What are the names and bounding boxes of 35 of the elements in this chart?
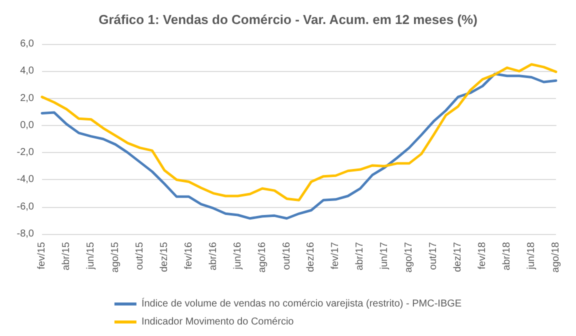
x-tick-label: fev/16 (183, 242, 194, 270)
x-tick-label: dez/17 (452, 242, 464, 272)
x-tick-label: abr/16 (208, 242, 219, 270)
y-tick-label: -2,0 (16, 147, 34, 158)
x-tick-label: ago/18 (550, 242, 562, 273)
x-tick-label: dez/15 (158, 242, 170, 272)
y-tick-label: 4,0 (20, 66, 34, 77)
y-tick-label: 0,0 (20, 120, 34, 131)
legend-label: Índice de volume de vendas no comércio varejista (restrito) - PMC-IBGE (141, 298, 462, 310)
x-tick-label: jun/15 (85, 242, 96, 270)
x-tick-label: jun/18 (526, 242, 538, 270)
x-tick-label: ago/15 (110, 242, 121, 273)
x-tick-label: fev/15 (36, 242, 48, 270)
x-tick-label: dez/16 (306, 242, 317, 272)
x-tick-label: jun/17 (379, 242, 390, 270)
x-tick-label: abr/17 (354, 242, 366, 270)
line-series (40, 63, 558, 202)
y-tick-label: -8,0 (16, 228, 34, 240)
x-tick-label: fev/17 (330, 242, 342, 270)
line-series (40, 72, 558, 220)
x-tick-label: out/16 (281, 242, 292, 270)
x-tick-label: abr/18 (502, 242, 513, 270)
y-tick-label: -6,0 (16, 201, 34, 212)
y-tick-label: -4,0 (16, 174, 34, 186)
x-tick-label: jun/16 (232, 242, 244, 270)
y-tick-label: 6,0 (20, 38, 34, 50)
x-tick-label: abr/15 (60, 242, 72, 270)
x-tick-label: fev/18 (477, 242, 488, 270)
x-tick-label: ago/16 (256, 242, 268, 273)
x-tick-label: ago/17 (404, 242, 415, 273)
x-tick-label: out/17 (428, 242, 440, 270)
x-tick-label: out/15 (134, 242, 146, 270)
legend-label: Indicador Movimento do Comércio (141, 316, 294, 328)
chart-title: Gráfico 1: Vendas do Comércio - Var. Acum. em 12 meses (%) (98, 12, 478, 27)
y-tick-label: 2,0 (20, 92, 34, 104)
